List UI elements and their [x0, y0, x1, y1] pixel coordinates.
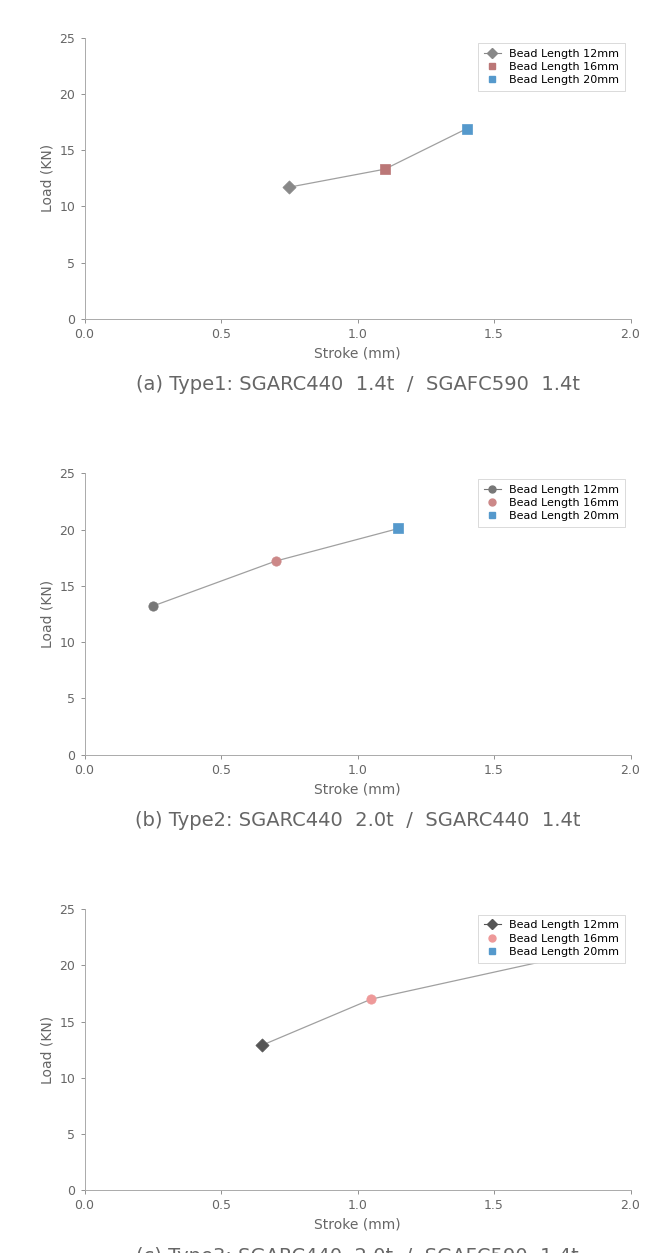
- X-axis label: Stroke (mm): Stroke (mm): [314, 346, 401, 361]
- Point: [393, 519, 404, 539]
- X-axis label: Stroke (mm): Stroke (mm): [314, 782, 401, 796]
- Y-axis label: Load (KN): Load (KN): [40, 144, 54, 212]
- Legend: Bead Length 12mm, Bead Length 16mm, Bead Length 20mm: Bead Length 12mm, Bead Length 16mm, Bead…: [478, 915, 625, 962]
- Point: [366, 989, 376, 1009]
- Point: [571, 945, 581, 965]
- Point: [284, 177, 294, 197]
- Legend: Bead Length 12mm, Bead Length 16mm, Bead Length 20mm: Bead Length 12mm, Bead Length 16mm, Bead…: [478, 479, 625, 526]
- Point: [270, 551, 281, 571]
- Point: [148, 596, 158, 616]
- Point: [380, 159, 390, 179]
- Text: (c) Type3: SGARC440  2.0t  /  SGAFC590  1.4t: (c) Type3: SGARC440 2.0t / SGAFC590 1.4t: [136, 1247, 579, 1253]
- Point: [462, 119, 472, 139]
- Text: (a) Type1: SGARC440  1.4t  /  SGAFC590  1.4t: (a) Type1: SGARC440 1.4t / SGAFC590 1.4t: [135, 375, 580, 395]
- Y-axis label: Load (KN): Load (KN): [40, 1016, 54, 1084]
- Text: (b) Type2: SGARC440  2.0t  /  SGARC440  1.4t: (b) Type2: SGARC440 2.0t / SGARC440 1.4t: [135, 811, 580, 829]
- Legend: Bead Length 12mm, Bead Length 16mm, Bead Length 20mm: Bead Length 12mm, Bead Length 16mm, Bead…: [478, 43, 625, 91]
- Y-axis label: Load (KN): Load (KN): [40, 580, 54, 648]
- Point: [257, 1035, 267, 1055]
- X-axis label: Stroke (mm): Stroke (mm): [314, 1218, 401, 1232]
